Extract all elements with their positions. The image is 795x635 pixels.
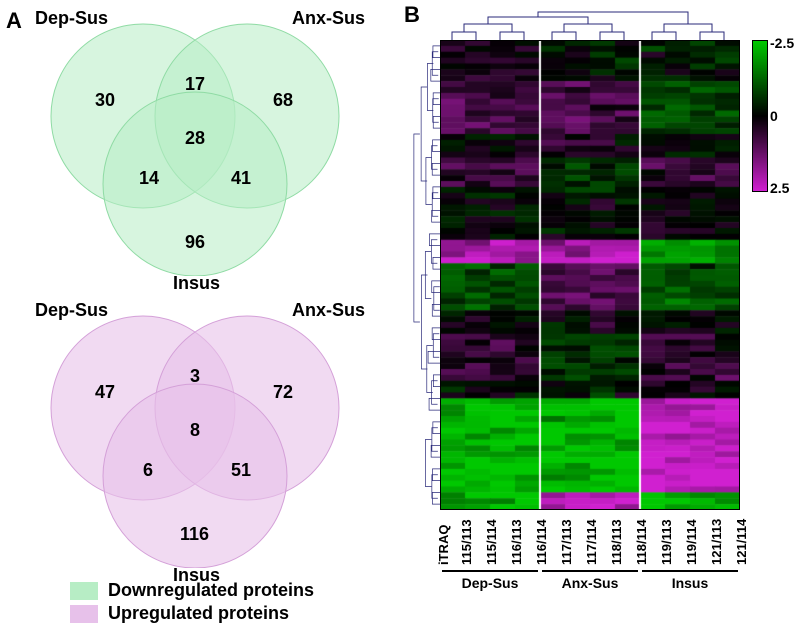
legend-row-up: Upregulated proteins	[70, 603, 314, 624]
venn-down-center: 28	[185, 128, 205, 149]
heatmap-xtick: 118/113	[609, 519, 624, 565]
heatmap-xtick: 118/114	[634, 519, 649, 565]
dendrogram-rows	[410, 40, 440, 510]
venn-down-anx-only: 68	[273, 90, 293, 111]
venn-down-anx-ins: 41	[231, 168, 251, 189]
venn-up-anx-only: 72	[273, 382, 293, 403]
colorbar	[752, 40, 768, 192]
heatmap-xtick: 119/113	[659, 519, 674, 565]
colorbar-min: 2.5	[770, 180, 789, 196]
heatmap-xtick: 117/114	[584, 519, 599, 565]
venn-down-ins-only: 96	[185, 232, 205, 253]
heatmap-xtick: 116/113	[509, 519, 524, 565]
legend-swatch-up	[70, 605, 98, 623]
venn-up-ins-only: 116	[180, 524, 209, 545]
heatmap-xaxis-title: iTRAQ	[436, 525, 451, 565]
venn-down-dep-only: 30	[95, 90, 115, 111]
heatmap-group-label: Anx-Sus	[542, 575, 638, 591]
dendrogram-columns	[440, 10, 770, 40]
heatmap-group-line	[642, 570, 738, 572]
venn-down-label-ins: Insus	[173, 273, 220, 294]
legend-swatch-down	[70, 582, 98, 600]
heatmap-xtick: 116/114	[534, 519, 549, 565]
heatmap-group-line	[442, 570, 538, 572]
colorbar-max: -2.5	[770, 35, 794, 51]
heatmap-group-label: Dep-Sus	[442, 575, 538, 591]
venn-up-center: 8	[190, 420, 200, 441]
venn-up-dep-anx: 3	[190, 366, 200, 387]
venn-down-dep-ins: 14	[139, 168, 159, 189]
heatmap-xtick: 117/113	[559, 519, 574, 565]
venn-up-dep-only: 47	[95, 382, 115, 403]
venn-down: Dep-Sus Anx-Sus 30 68 96 17 14 41 28 Ins…	[15, 8, 375, 288]
heatmap-border	[440, 40, 740, 510]
legend: Downregulated proteins Upregulated prote…	[70, 580, 314, 626]
heatmap-xtick: 115/114	[484, 519, 499, 565]
heatmap-group-line	[542, 570, 638, 572]
heatmap-xtick: 115/113	[459, 519, 474, 565]
heatmap-xtick: 121/114	[734, 519, 749, 565]
venn-up-anx-ins: 51	[231, 460, 251, 481]
heatmap-group-label: Insus	[642, 575, 738, 591]
heatmap-xtick: 121/113	[709, 519, 724, 565]
venn-up-dep-ins: 6	[143, 460, 153, 481]
legend-row-down: Downregulated proteins	[70, 580, 314, 601]
legend-text-down: Downregulated proteins	[108, 580, 314, 601]
venn-up: Dep-Sus Anx-Sus 47 72 116 3 6 51 8 Insus	[15, 300, 375, 580]
heatmap-xtick: 119/114	[684, 519, 699, 565]
legend-text-up: Upregulated proteins	[108, 603, 289, 624]
venn-down-dep-anx: 17	[185, 74, 205, 95]
colorbar-mid: 0	[770, 108, 778, 124]
heatmap-panel: -2.5 0 2.5 115/113115/114116/113116/1141…	[410, 10, 785, 565]
